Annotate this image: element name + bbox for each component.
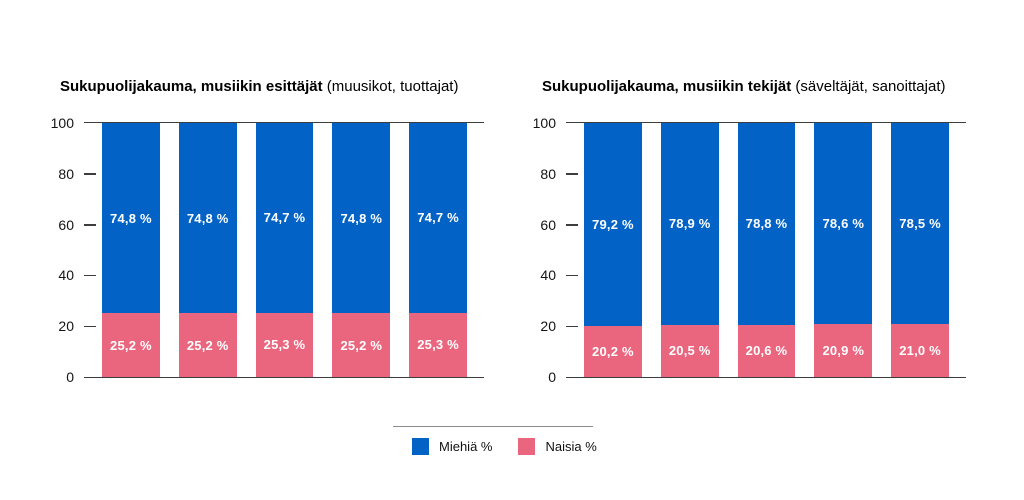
stacked-bar: 79,2 % 20,2 % <box>584 123 642 377</box>
bar-value-label-men: 78,8 % <box>745 216 788 232</box>
legend: Miehiä % Naisia % <box>412 438 597 455</box>
bar-segment-men: 74,7 % <box>409 123 467 313</box>
bar-value-label-men: 78,5 % <box>899 215 941 231</box>
plot-area: 0 20 40 60 80 100 79,2 % 20,2 % 78,9 % 20,5 % 78,8… <box>533 115 966 385</box>
stacked-bar: 74,8 % 25,2 % <box>178 123 237 377</box>
bar-segment-men: 74,8 % <box>102 123 160 313</box>
y-axis-tick-mark <box>566 173 578 175</box>
stacked-bar: 74,8 % 25,2 % <box>332 123 391 377</box>
bar-segment-men: 79,2 % <box>584 123 642 326</box>
y-axis-tick-mark <box>84 274 96 277</box>
bar-segment-men: 78,6 % <box>814 123 873 324</box>
bar-value-label-women: 21,0 % <box>899 342 941 358</box>
legend-item-men: Miehiä % <box>412 438 492 455</box>
bar-value-label-women: 25,3 % <box>417 337 459 353</box>
plot-area: 0 20 40 60 80 100 74,8 % 25,2 % 74,8 % 25,2 % 74,7… <box>51 115 484 385</box>
y-axis-tick-mark <box>566 325 578 328</box>
bar-value-label-men: 74,8 % <box>186 210 229 226</box>
stacked-bar: 78,9 % 20,5 % <box>660 123 719 377</box>
bar-value-label-men: 74,8 % <box>110 210 152 226</box>
bar-segment-women: 25,3 % <box>409 312 467 377</box>
bar-segment-women: 20,2 % <box>584 325 642 377</box>
bar-value-label-women: 20,5 % <box>668 343 711 359</box>
bar-value-label-women: 20,9 % <box>822 342 865 358</box>
y-axis-tick-label: 60 <box>58 216 74 233</box>
bar-value-label-women: 25,2 % <box>110 337 152 353</box>
legend-item-women: Naisia % <box>518 438 597 455</box>
legend-label-women: Naisia % <box>545 439 597 454</box>
bar-segment-women: 20,5 % <box>660 324 719 377</box>
bar-value-label-women: 20,2 % <box>592 343 634 359</box>
bar-value-label-men: 78,6 % <box>822 215 865 231</box>
bar-value-label-men: 74,7 % <box>263 210 306 226</box>
chart-composers: Sukupuolijakauma, musiikin tekijät (säve… <box>533 78 972 385</box>
stacked-bar: 74,7 % 25,3 % <box>255 123 314 377</box>
y-axis-tick-label: 40 <box>540 267 556 284</box>
chart-title: Sukupuolijakauma, musiikin tekijät (säve… <box>542 78 972 96</box>
chart-title: Sukupuolijakauma, musiikin esittäjät (mu… <box>60 78 490 96</box>
stacked-bar: 78,6 % 20,9 % <box>814 123 873 377</box>
y-axis-tick-label: 80 <box>540 165 556 182</box>
y-axis-tick-mark <box>84 224 96 226</box>
bar-segment-women: 25,2 % <box>332 313 391 377</box>
bar-segment-women: 21,0 % <box>891 323 949 377</box>
bar-segment-men: 74,7 % <box>255 123 314 313</box>
bar-value-label-men: 79,2 % <box>592 216 634 232</box>
chart-title-main: Sukupuolijakauma, musiikin esittäjät <box>60 78 323 95</box>
y-axis-tick-label: 20 <box>58 318 74 335</box>
y-axis-tick-label: 40 <box>58 267 74 284</box>
bars-group: 79,2 % 20,2 % 78,9 % 20,5 % 78,8 % 20,6 % 78,6… <box>566 123 966 377</box>
bar-segment-men: 78,9 % <box>660 123 719 325</box>
y-axis-tick-label: 60 <box>540 216 556 233</box>
chart-title-subtitle: (säveltäjät, sanoittajat) <box>791 78 946 95</box>
bar-value-label-men: 74,7 % <box>417 210 459 226</box>
stacked-bar: 78,5 % 21,0 % <box>891 123 949 377</box>
bar-value-label-men: 74,8 % <box>340 210 383 226</box>
bar-value-label-men: 78,9 % <box>668 216 711 232</box>
y-axis-tick-mark <box>566 274 578 277</box>
women-color-swatch <box>518 438 536 455</box>
stacked-bar: 78,8 % 20,6 % <box>737 123 796 377</box>
bar-segment-women: 25,2 % <box>178 313 237 377</box>
legend-label-men: Miehiä % <box>439 439 493 454</box>
bar-segment-men: 74,8 % <box>332 123 391 313</box>
bar-segment-women: 20,6 % <box>737 324 796 377</box>
y-axis-tick-mark <box>84 173 96 175</box>
chart-title-subtitle: (muusikot, tuottajat) <box>322 78 459 95</box>
bar-segment-men: 78,8 % <box>737 123 796 325</box>
y-axis-tick-mark <box>84 325 96 328</box>
y-axis-tick-label: 0 <box>548 369 556 385</box>
y-axis-tick-label: 100 <box>50 115 74 131</box>
stacked-bar: 74,7 % 25,3 % <box>409 123 467 377</box>
bar-segment-women: 25,2 % <box>102 313 160 377</box>
chart-performers: Sukupuolijakauma, musiikin esittäjät (mu… <box>51 78 490 385</box>
bars-group: 74,8 % 25,2 % 74,8 % 25,2 % 74,7 % 25,3 % 74,8… <box>84 123 484 377</box>
bar-segment-women: 25,3 % <box>255 312 314 377</box>
y-axis-tick-label: 0 <box>66 369 74 385</box>
y-axis-tick-label: 80 <box>58 165 74 182</box>
bar-value-label-women: 25,2 % <box>186 337 229 353</box>
bar-value-label-women: 20,6 % <box>745 343 788 359</box>
y-axis-tick-label: 20 <box>540 318 556 335</box>
bar-segment-men: 74,8 % <box>178 123 237 313</box>
bar-segment-men: 78,5 % <box>891 123 949 324</box>
bar-segment-women: 20,9 % <box>814 323 873 377</box>
chart-title-main: Sukupuolijakauma, musiikin tekijät <box>542 78 792 95</box>
y-axis-tick-mark <box>566 224 578 226</box>
men-color-swatch <box>412 438 429 455</box>
y-axis-tick-label: 100 <box>532 115 556 131</box>
bar-value-label-women: 25,3 % <box>263 337 306 353</box>
stacked-bar: 74,8 % 25,2 % <box>102 123 160 377</box>
bar-value-label-women: 25,2 % <box>340 337 383 353</box>
legend-divider <box>393 426 593 427</box>
